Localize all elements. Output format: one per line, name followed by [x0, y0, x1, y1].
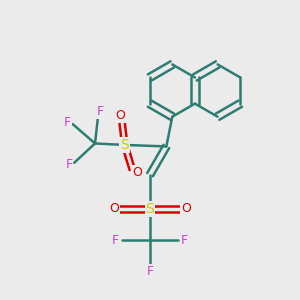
Text: F: F [146, 265, 154, 278]
Text: F: F [64, 116, 71, 129]
Text: O: O [109, 202, 119, 215]
Text: F: F [112, 234, 119, 247]
Text: S: S [120, 138, 129, 152]
Text: F: F [181, 234, 188, 247]
Text: F: F [65, 158, 72, 171]
Text: S: S [146, 202, 154, 216]
Text: O: O [133, 166, 142, 179]
Text: F: F [97, 105, 104, 118]
Text: O: O [181, 202, 191, 215]
Text: O: O [115, 109, 125, 122]
